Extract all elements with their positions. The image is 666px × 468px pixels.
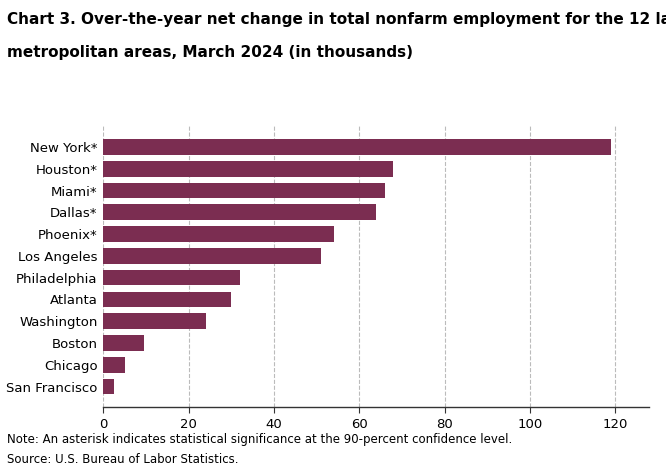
Bar	[103, 161, 394, 176]
Text: Source: U.S. Bureau of Labor Statistics.: Source: U.S. Bureau of Labor Statistics.	[7, 453, 238, 466]
Text: Chart 3. Over-the-year net change in total nonfarm employment for the 12 largest: Chart 3. Over-the-year net change in tot…	[7, 12, 666, 27]
Bar	[103, 379, 114, 395]
Bar	[103, 270, 240, 285]
Bar	[103, 292, 231, 307]
Bar	[103, 183, 385, 198]
Bar	[103, 314, 206, 329]
Bar	[103, 335, 144, 351]
Bar	[103, 226, 334, 242]
Bar	[103, 205, 376, 220]
Bar	[103, 139, 611, 155]
Text: Note: An asterisk indicates statistical significance at the 90-percent confidenc: Note: An asterisk indicates statistical …	[7, 433, 512, 446]
Bar	[103, 357, 125, 373]
Bar	[103, 248, 321, 263]
Text: metropolitan areas, March 2024 (in thousands): metropolitan areas, March 2024 (in thous…	[7, 45, 413, 60]
